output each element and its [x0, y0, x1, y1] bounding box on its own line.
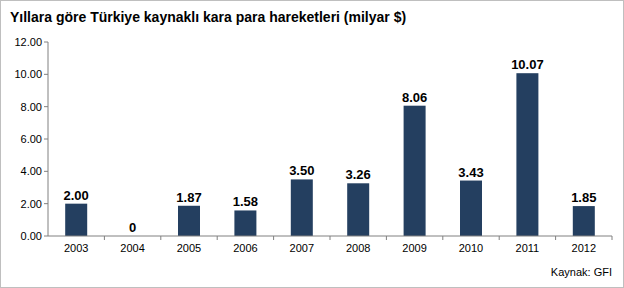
bar: [460, 181, 482, 236]
x-tick-label: 2008: [346, 242, 370, 254]
x-tick-label: 2006: [233, 242, 257, 254]
x-tick-label: 2011: [516, 242, 540, 254]
title: Yıllara göre Türkiye kaynaklı kara para …: [10, 9, 406, 25]
y-tick-label: 0.00: [21, 230, 42, 242]
x-tick-label: 2003: [64, 242, 88, 254]
bar: [573, 206, 595, 236]
y-tick: [44, 106, 48, 107]
data-label: 1.87: [176, 190, 201, 205]
x-tick-label: 2012: [572, 242, 596, 254]
y-tick: [44, 203, 48, 204]
data-label: 3.43: [458, 165, 483, 180]
y-tick-label: 8.00: [21, 101, 42, 113]
y-tick: [44, 139, 48, 140]
x-tick-label: 2005: [177, 242, 201, 254]
y-tick: [44, 74, 48, 75]
y-tick: [44, 42, 48, 43]
x-tick: [555, 236, 556, 240]
x-tick: [386, 236, 387, 240]
data-label: 3.26: [346, 167, 371, 182]
x-axis: [48, 236, 612, 237]
x-tick-label: 2009: [402, 242, 426, 254]
x-tick-label: 2007: [290, 242, 314, 254]
bar: [178, 206, 200, 236]
x-tick: [442, 236, 443, 240]
x-tick: [217, 236, 218, 240]
data-label: 0: [129, 220, 136, 235]
x-tick: [612, 236, 613, 240]
data-label: 10.07: [511, 57, 544, 72]
y-tick-label: 12.00: [14, 36, 42, 48]
bar: [404, 106, 426, 236]
y-tick-label: 10.00: [14, 68, 42, 80]
x-tick: [104, 236, 105, 240]
data-label: 8.06: [402, 90, 427, 105]
x-tick-label: 2004: [120, 242, 144, 254]
x-tick-label: 2010: [459, 242, 483, 254]
data-label: 2.00: [64, 188, 89, 203]
y-tick-label: 4.00: [21, 165, 42, 177]
chart-frame: [1, 1, 624, 288]
bar: [234, 210, 256, 236]
x-tick: [330, 236, 331, 240]
y-tick-label: 2.00: [21, 198, 42, 210]
y-tick: [44, 236, 48, 237]
y-axis: [48, 42, 49, 236]
bar: [516, 73, 538, 236]
x-tick: [499, 236, 500, 240]
bar: [347, 183, 369, 236]
y-tick: [44, 171, 48, 172]
bar: [65, 204, 87, 236]
bar: [291, 179, 313, 236]
y-tick-label: 6.00: [21, 133, 42, 145]
x-tick: [273, 236, 274, 240]
data-label: 3.50: [289, 163, 314, 178]
source: Kaynak: GFI: [551, 266, 612, 278]
bars: [65, 73, 595, 236]
x-tick: [160, 236, 161, 240]
data-label: 1.85: [571, 190, 596, 205]
data-label: 1.58: [233, 194, 258, 209]
data-labels: 2.00 0 1.87 1.58 3.50 3.26 8.06 3.43 10.07 1.85: [64, 57, 597, 235]
